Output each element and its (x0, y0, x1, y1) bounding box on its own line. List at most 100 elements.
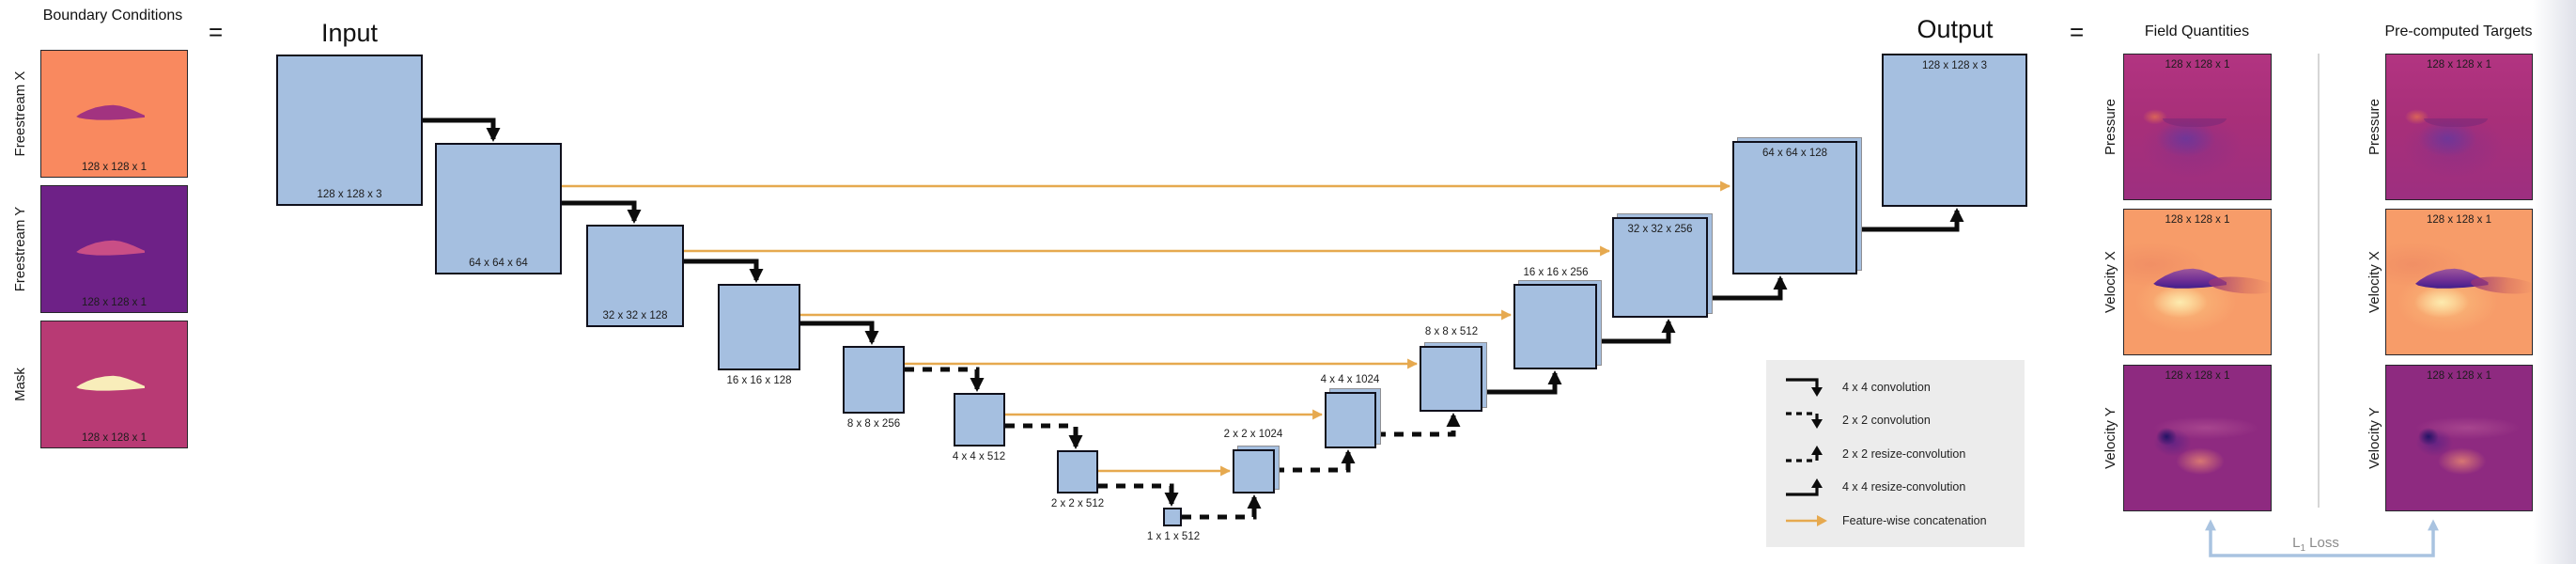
enc-layer-16-size: 16 x 16 x 128 (726, 375, 792, 386)
freestream-x-label: Freestream X (12, 70, 28, 157)
airfoil-shape (2153, 268, 2227, 289)
pt-pressure-size: 128 x 128 x 1 (2426, 59, 2492, 70)
enc-layer-128: 128 x 128 x 3 (276, 55, 423, 206)
enc-layer-2-size: 2 x 2 x 512 (1050, 498, 1105, 509)
enc-layer-32-size: 32 x 32 x 128 (602, 310, 668, 321)
legend-row-conv2: 2 x 2 convolution (1783, 408, 2025, 432)
legend-row-concat: Feature-wise concatenation (1783, 509, 2025, 533)
airfoil-shape (2162, 118, 2227, 127)
fq-velocity-x-image: 128 x 128 x 1 (2123, 209, 2272, 355)
fq-pressure-size: 128 x 128 x 1 (2165, 59, 2230, 70)
input-title: Input (320, 19, 379, 47)
enc-layer-128-size: 128 x 128 x 3 (317, 189, 382, 200)
dec-layer-2 (1233, 449, 1275, 494)
dec-layer-2-size: 2 x 2 x 1024 (1223, 429, 1283, 440)
enc-layer-8 (843, 346, 905, 414)
conv-2x2-glyph (1786, 412, 1823, 429)
conv-4x4-arrows (423, 118, 879, 345)
dec-layer-4-size: 4 x 4 x 1024 (1320, 374, 1380, 385)
airfoil-shape (76, 240, 146, 256)
freestream-y-image: 128 x 128 x 1 (40, 185, 188, 313)
dec-layer-4 (1325, 392, 1376, 448)
pt-velocity-y-image: 128 x 128 x 1 (2385, 365, 2533, 511)
loss-word: Loss (2305, 535, 2339, 551)
pt-velocity-x-size: 128 x 128 x 1 (2426, 214, 2492, 226)
airfoil-shape (2424, 118, 2489, 127)
freestream-y-label: Freestream Y (12, 206, 28, 292)
enc-layer-4 (954, 393, 1005, 446)
enc-layer-4-size: 4 x 4 x 512 (952, 451, 1006, 462)
enc-layer-32: 32 x 32 x 128 (586, 225, 684, 327)
resize-conv-4x4-glyph (1786, 478, 1823, 496)
pt-pressure-label: Pressure (2367, 98, 2382, 156)
legend-label: Feature-wise concatenation (1842, 513, 1987, 527)
airfoil-shape (76, 104, 146, 120)
fq-pressure-image: 128 x 128 x 1 (2123, 54, 2272, 200)
legend-label: 2 x 2 convolution (1842, 414, 1931, 427)
legend-label: 2 x 2 resize-convolution (1842, 446, 1966, 461)
legend-row-resize2: 2 x 2 resize-convolution (1783, 442, 2025, 466)
dec-layer-16-size: 16 x 16 x 256 (1523, 267, 1589, 278)
legend-row-conv4: 4 x 4 convolution (1783, 375, 2025, 400)
airfoil-shape (76, 375, 146, 391)
legend-row-resize4: 4 x 4 resize-convolution (1783, 475, 2025, 499)
dec-layer-32-size: 32 x 32 x 256 (1627, 224, 1693, 235)
wake-streak (2470, 274, 2532, 297)
concatenation-glyph (1786, 514, 1827, 526)
resize-conv-4x4-arrows (1482, 208, 1964, 395)
pt-velocity-y-label: Velocity Y (2367, 407, 2382, 469)
bottleneck-layer-1 (1163, 508, 1182, 526)
fq-velocity-x-size: 128 x 128 x 1 (2165, 214, 2230, 226)
fq-pressure-label: Pressure (2103, 98, 2118, 156)
enc-layer-64: 64 x 64 x 64 (435, 143, 562, 274)
right-edge-shading (2533, 0, 2576, 564)
skip-connection-lines (562, 180, 1731, 477)
dec-layer-8-size: 8 x 8 x 512 (1424, 326, 1479, 337)
dec-layer-8 (1420, 346, 1482, 412)
enc-layer-8-size: 8 x 8 x 256 (846, 418, 901, 430)
wake-streak (2208, 274, 2271, 297)
legend-label: 4 x 4 resize-convolution (1842, 480, 1966, 494)
output-layer-128: 128 x 128 x 3 (1882, 54, 2027, 207)
fq-velocity-x-label: Velocity X (2103, 251, 2118, 313)
dec-layer-32: 32 x 32 x 256 (1612, 217, 1708, 318)
dec-layer-64-size: 64 x 64 x 128 (1761, 148, 1828, 159)
enc-layer-16 (718, 284, 800, 370)
loss-base: L (2292, 535, 2301, 551)
mask-image: 128 x 128 x 1 (40, 321, 188, 448)
equals-left: = (209, 18, 224, 46)
resize-conv-2x2-glyph (1786, 445, 1823, 462)
fq-velocity-y-size: 128 x 128 x 1 (2165, 370, 2230, 382)
l1-loss-label: L1 Loss (2259, 535, 2372, 554)
legend: 4 x 4 convolution 2 x 2 convolution 2 x … (1766, 360, 2025, 547)
legend-label: 4 x 4 convolution (1842, 380, 1931, 394)
dec-layer-64: 64 x 64 x 128 (1732, 141, 1857, 274)
conv-2x2-arrows (905, 367, 1461, 520)
fq-velocity-y-label: Velocity Y (2103, 407, 2118, 469)
freestream-x-image: 128 x 128 x 1 (40, 50, 188, 178)
precomputed-targets-title: Pre-computed Targets (2384, 24, 2533, 39)
freestream-y-size: 128 x 128 x 1 (81, 297, 147, 308)
pt-pressure-image: 128 x 128 x 1 (2385, 54, 2533, 200)
pt-velocity-x-image: 128 x 128 x 1 (2385, 209, 2533, 355)
mask-label: Mask (12, 368, 28, 401)
pt-velocity-y-size: 128 x 128 x 1 (2426, 370, 2492, 382)
dec-layer-16 (1513, 284, 1597, 369)
mask-size: 128 x 128 x 1 (81, 432, 147, 444)
airfoil-shape (2415, 268, 2489, 289)
equals-right: = (2070, 18, 2085, 46)
freestream-x-size: 128 x 128 x 1 (81, 162, 147, 173)
enc-layer-64-size: 64 x 64 x 64 (469, 258, 528, 269)
bottleneck-size: 1 x 1 x 512 (1146, 531, 1201, 542)
l1-loss-bracket (2205, 519, 2439, 557)
loss-subscript: 1 (2300, 543, 2306, 554)
pt-velocity-x-label: Velocity X (2367, 251, 2382, 313)
output-title: Output (1916, 15, 1994, 43)
field-quantities-title: Field Quantities (2144, 24, 2250, 39)
fq-velocity-y-image: 128 x 128 x 1 (2123, 365, 2272, 511)
enc-layer-2 (1057, 450, 1098, 494)
boundary-conditions-title: Boundary Conditions (42, 8, 183, 24)
output-layer-128-size: 128 x 128 x 3 (1921, 60, 1988, 71)
